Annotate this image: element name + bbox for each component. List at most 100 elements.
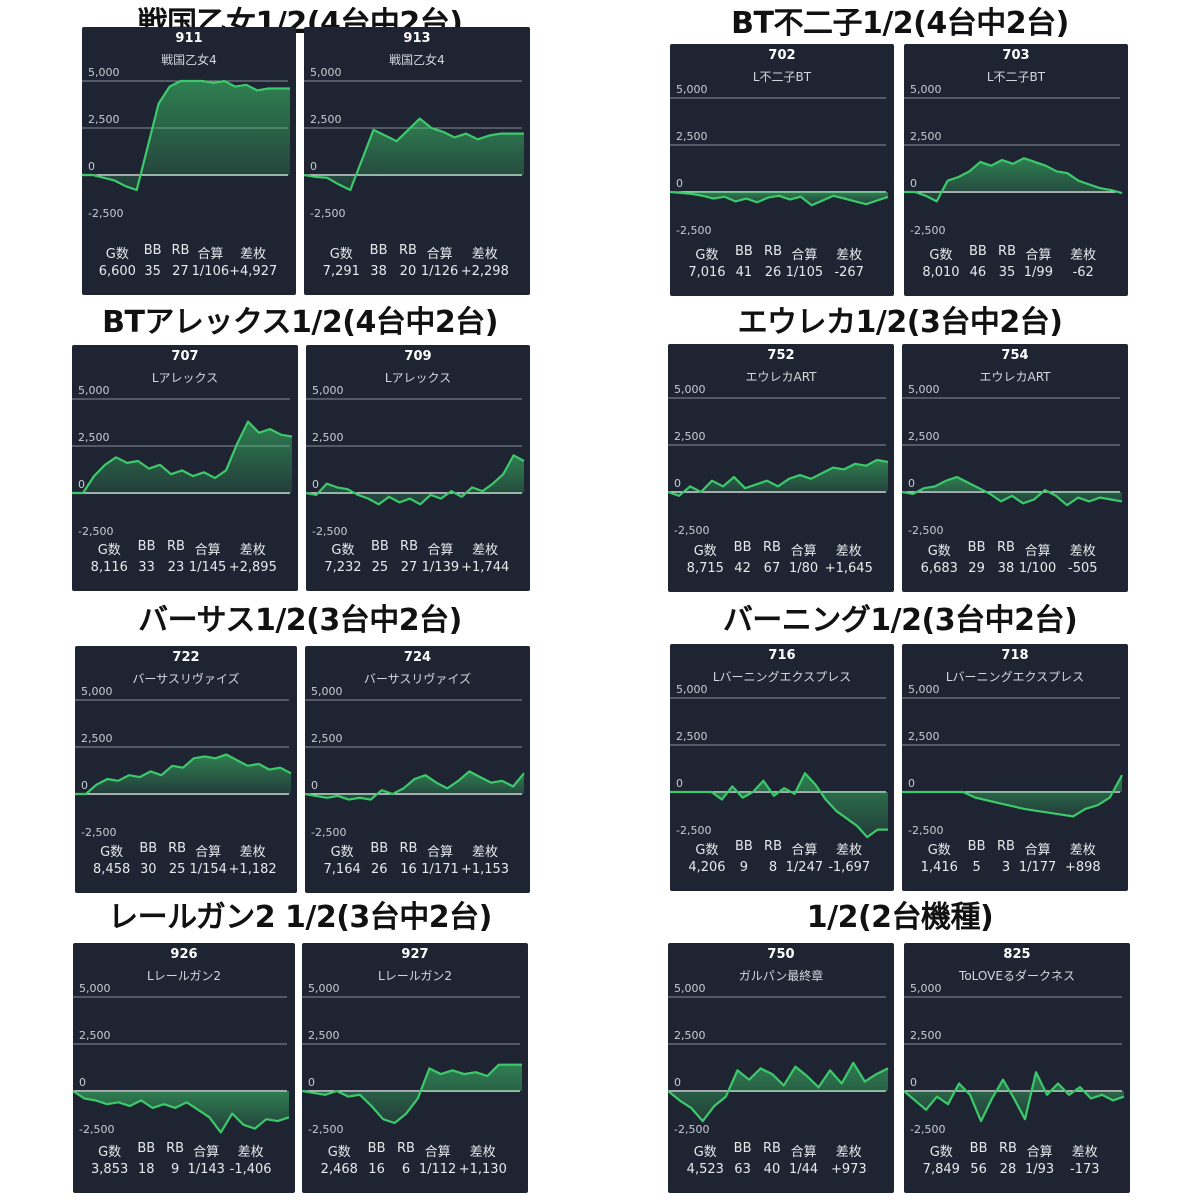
series-line bbox=[304, 117, 524, 192]
stats-value: +2,298 bbox=[460, 264, 509, 279]
stats-header: RB bbox=[996, 540, 1015, 555]
stats-header: RB bbox=[398, 243, 417, 258]
stats-value: 30 bbox=[139, 862, 157, 877]
stats-header: 差枚 bbox=[469, 1145, 496, 1160]
y-tick-label: -2,500 bbox=[312, 525, 347, 538]
machine-name: Lアレックス bbox=[384, 371, 452, 385]
y-tick-label: -2,500 bbox=[310, 207, 345, 220]
stats-value: 7,232 bbox=[324, 560, 362, 575]
stats-value: 8 bbox=[768, 860, 778, 875]
stats-value: -505 bbox=[1068, 561, 1098, 576]
y-tick-label: 2,500 bbox=[674, 1029, 706, 1042]
y-tick-label: 5,000 bbox=[674, 982, 706, 995]
stats-value: 1/126 bbox=[420, 264, 459, 279]
group-title: バーサス1/2(3台中2台) bbox=[138, 603, 462, 638]
stats-value: 7,849 bbox=[922, 1162, 960, 1177]
stats-header: BB bbox=[137, 539, 156, 554]
y-tick-label: -2,500 bbox=[910, 224, 945, 237]
machine-number: 754 bbox=[1001, 348, 1029, 363]
stats-value: +1,130 bbox=[458, 1162, 507, 1177]
slump-graph: 5,000 2,500 0 -2,500 bbox=[902, 683, 1123, 837]
y-tick-label: 5,000 bbox=[908, 683, 940, 696]
group-title: BT不二子1/2(4台中2台) bbox=[731, 6, 1069, 41]
stats-header: BB bbox=[968, 244, 987, 259]
y-tick-label: 2,500 bbox=[81, 732, 113, 745]
stats-table: G数 BB RB 合算 差枚 7,849 56 28 1/93 -173 bbox=[904, 1141, 1130, 1183]
machine-name: バーサスリヴァイズ bbox=[132, 672, 240, 686]
area-fill bbox=[670, 773, 888, 838]
slump-graph: 5,000 2,500 0 -2,500 bbox=[304, 66, 524, 220]
stats-header: RB bbox=[166, 1141, 185, 1156]
group-title: BTアレックス1/2(4台中2台) bbox=[102, 305, 498, 340]
stats-header: 差枚 bbox=[836, 248, 863, 263]
stats-header: 差枚 bbox=[835, 544, 862, 559]
series-line bbox=[902, 475, 1123, 507]
stats-value: 25 bbox=[168, 862, 186, 877]
stats-value: 1/177 bbox=[1018, 860, 1057, 875]
stats-value: 6 bbox=[401, 1162, 411, 1177]
machine-name: L不二子BT bbox=[752, 70, 812, 84]
y-tick-label: -2,500 bbox=[674, 1123, 709, 1136]
y-tick-label: 2,500 bbox=[79, 1029, 111, 1042]
stats-value: 1/44 bbox=[788, 1162, 819, 1177]
y-tick-label: 5,000 bbox=[308, 982, 340, 995]
stats-header: 差枚 bbox=[472, 543, 499, 558]
stats-header: G数 bbox=[331, 543, 355, 558]
stats-value: +1,153 bbox=[460, 862, 510, 877]
stats-header: 差枚 bbox=[237, 1145, 264, 1160]
stats-value: 18 bbox=[137, 1162, 155, 1177]
stats-header: BB bbox=[733, 540, 752, 555]
machine-name: エウレカART bbox=[745, 370, 817, 384]
stats-value: 1/247 bbox=[785, 860, 824, 875]
area-fill bbox=[72, 421, 292, 493]
stats-table: G数 BB RB 合算 差枚 8,458 30 25 1/154 +1,182 bbox=[75, 841, 297, 883]
slump-graph: 5,000 2,500 0 -2,500 bbox=[82, 66, 290, 220]
stats-value: 16 bbox=[400, 862, 417, 877]
stats-header-row: G数 BB RB 合算 差枚 bbox=[73, 1141, 295, 1160]
stats-header-row: G数 BB RB 合算 差枚 bbox=[904, 244, 1128, 263]
y-tick-label: 0 bbox=[676, 177, 683, 190]
group-title: 1/2(2台機種) bbox=[806, 900, 994, 935]
machine-name: Lアレックス bbox=[151, 371, 219, 385]
stats-value-row: 4,523 63 40 1/44 +973 bbox=[668, 1162, 894, 1180]
stats-value: 1/100 bbox=[1018, 561, 1057, 576]
stats-header-row: G数 BB RB 合算 差枚 bbox=[668, 1141, 894, 1160]
y-tick-label: 2,500 bbox=[78, 431, 110, 444]
stats-value: 46 bbox=[969, 265, 987, 280]
stats-header-row: G数 BB RB 合算 差枚 bbox=[670, 244, 894, 263]
area-fill bbox=[306, 455, 524, 505]
stats-header: 合算 bbox=[426, 247, 453, 262]
machine-name: 戦国乙女4 bbox=[389, 53, 445, 67]
stats-value-row: 8,458 30 25 1/154 +1,182 bbox=[75, 862, 297, 880]
y-tick-label: 2,500 bbox=[676, 730, 708, 743]
stats-header: 差枚 bbox=[1069, 843, 1096, 858]
stats-value: 27 bbox=[172, 264, 189, 279]
series-line bbox=[670, 190, 889, 207]
y-tick-label: 0 bbox=[81, 779, 88, 792]
series-line bbox=[73, 1090, 290, 1134]
y-tick-label: 5,000 bbox=[910, 83, 942, 96]
stats-value: 1/145 bbox=[188, 560, 227, 575]
stats-value: 4,523 bbox=[686, 1162, 724, 1177]
stats-header: 差枚 bbox=[835, 1145, 862, 1160]
y-tick-label: -2,500 bbox=[908, 824, 943, 837]
stats-header: RB bbox=[764, 244, 782, 259]
y-tick-label: 5,000 bbox=[78, 384, 110, 397]
y-tick-label: 2,500 bbox=[312, 431, 344, 444]
stats-value: -62 bbox=[1072, 265, 1094, 280]
stats-value: 8,715 bbox=[686, 561, 724, 576]
y-tick-label: 0 bbox=[910, 1076, 917, 1089]
stats-table: G数 BB RB 合算 差枚 3,853 18 9 1/143 -1,406 bbox=[73, 1141, 295, 1183]
stats-header: G数 bbox=[929, 1145, 953, 1160]
stats-header: BB bbox=[367, 1141, 386, 1156]
y-tick-label: 0 bbox=[312, 478, 319, 491]
stats-value: 1/93 bbox=[1024, 1162, 1055, 1177]
stats-value: 23 bbox=[167, 560, 185, 575]
y-tick-label: -2,500 bbox=[676, 224, 711, 237]
stats-value-row: 7,164 26 16 1/171 +1,153 bbox=[305, 862, 530, 880]
series-line bbox=[904, 157, 1123, 203]
stats-header: RB bbox=[764, 839, 782, 854]
stats-header: G数 bbox=[98, 1145, 122, 1160]
stats-header-row: G数 BB RB 合算 差枚 bbox=[304, 243, 530, 262]
y-tick-label: 2,500 bbox=[308, 1029, 340, 1042]
